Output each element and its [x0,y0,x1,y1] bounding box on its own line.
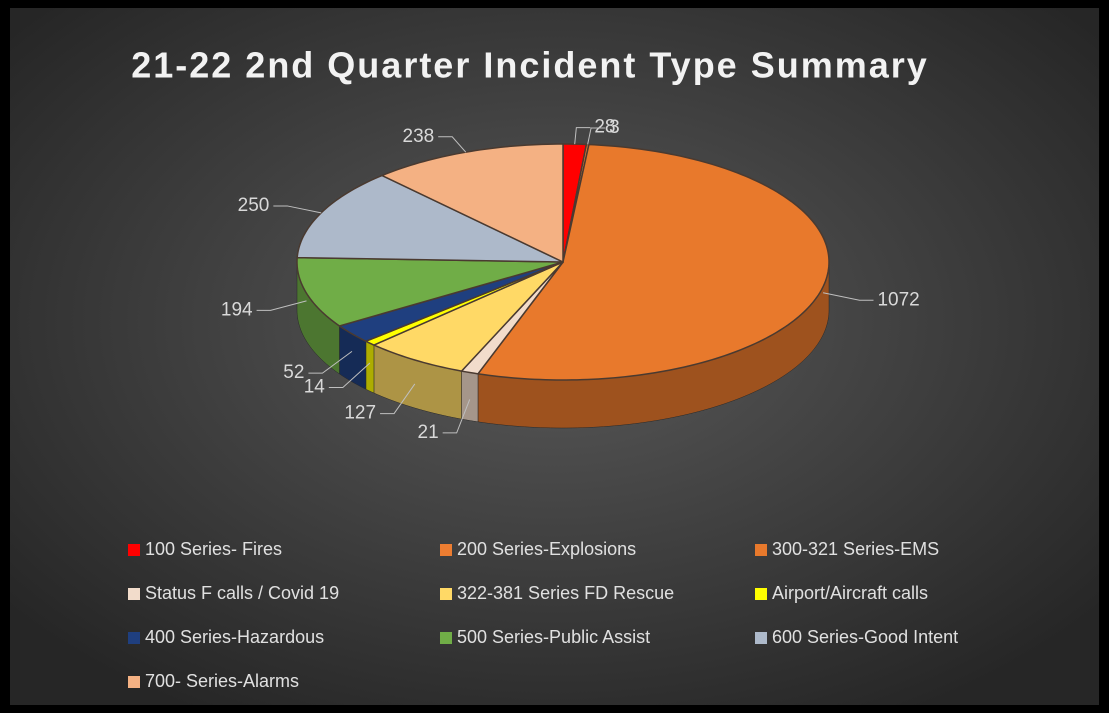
legend-swatch [440,588,452,600]
legend-label: 200 Series-Explosions [457,539,636,559]
leader-line [574,127,591,145]
leader-line [587,127,606,145]
legend-swatch [128,676,140,688]
slice [296,256,564,327]
leader-line [380,383,416,415]
slice [380,143,564,264]
data-label: 21 [418,422,439,443]
legend-label: 500 Series-Public Assist [457,627,650,647]
legend-swatch [440,544,452,556]
slice [372,261,564,372]
legend-swatch [755,544,767,556]
data-label: 1072 [877,289,919,310]
chart-title: 21-22 2nd Quarter Incident Type Summary [131,45,929,86]
slice [337,261,564,343]
data-label: 127 [344,403,376,424]
legend-swatch [755,632,767,644]
leader-line [438,136,467,153]
leader-line [308,350,353,374]
legend-swatch [755,588,767,600]
legend-label: 322-381 Series FD Rescue [457,583,674,603]
slice [296,174,564,263]
leader-line [256,300,307,311]
slice [476,143,830,381]
data-label: 52 [283,362,304,383]
legend-label: 100 Series- Fires [145,539,282,559]
legend-label: 600 Series-Good Intent [772,627,958,647]
legend-swatch [128,544,140,556]
legend-label: Status F calls / Covid 19 [145,583,339,603]
data-label: 3 [609,117,620,138]
data-label: 28 [594,117,615,138]
data-label: 238 [403,126,435,147]
pie-tops [296,143,830,381]
leader-line [822,292,874,301]
data-label: 14 [304,377,326,398]
legend-label: Airport/Aircraft calls [772,583,928,603]
pie-sides [296,261,830,429]
data-label: 250 [238,195,270,216]
leader-line [328,362,371,389]
slice-side [365,340,375,394]
legend-label: 700- Series-Alarms [145,671,299,691]
leader-line [442,399,471,434]
legend-swatch [128,588,140,600]
legend-label: 300-321 Series-EMS [772,539,939,559]
legend-swatch [440,632,452,644]
legend-swatch [128,632,140,644]
data-label: 194 [221,299,253,320]
leader-line [273,205,322,214]
legend-label: 400 Series-Hazardous [145,627,324,647]
